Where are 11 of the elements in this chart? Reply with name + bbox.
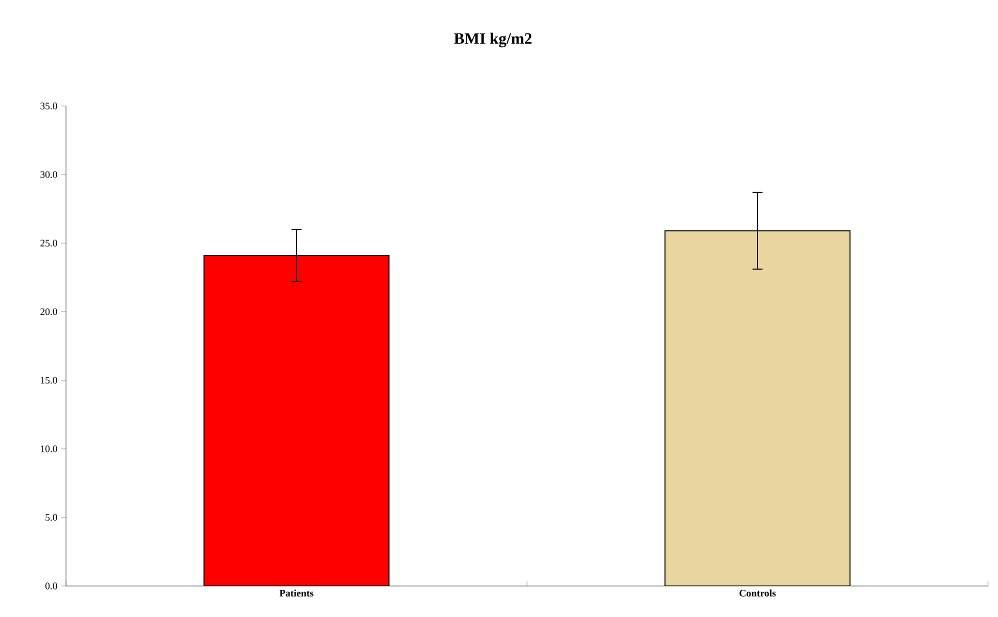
y-tick-label: 10.0 — [40, 445, 58, 452]
y-tick-label: 35.0 — [40, 102, 58, 110]
x-tick-label: Controls — [740, 590, 776, 597]
y-tick-label: 30.0 — [40, 171, 58, 178]
x-tick-label: Patients — [280, 590, 314, 597]
y-tick-label: 0.0 — [45, 582, 58, 590]
y-tick-label: 5.0 — [46, 514, 58, 521]
y-tick-label: 25.0 — [40, 240, 58, 247]
y-tick-label: 15.0 — [40, 376, 58, 384]
chart-title: BMI kg/m2 — [454, 32, 532, 48]
y-tick-label: 20.0 — [40, 308, 58, 316]
